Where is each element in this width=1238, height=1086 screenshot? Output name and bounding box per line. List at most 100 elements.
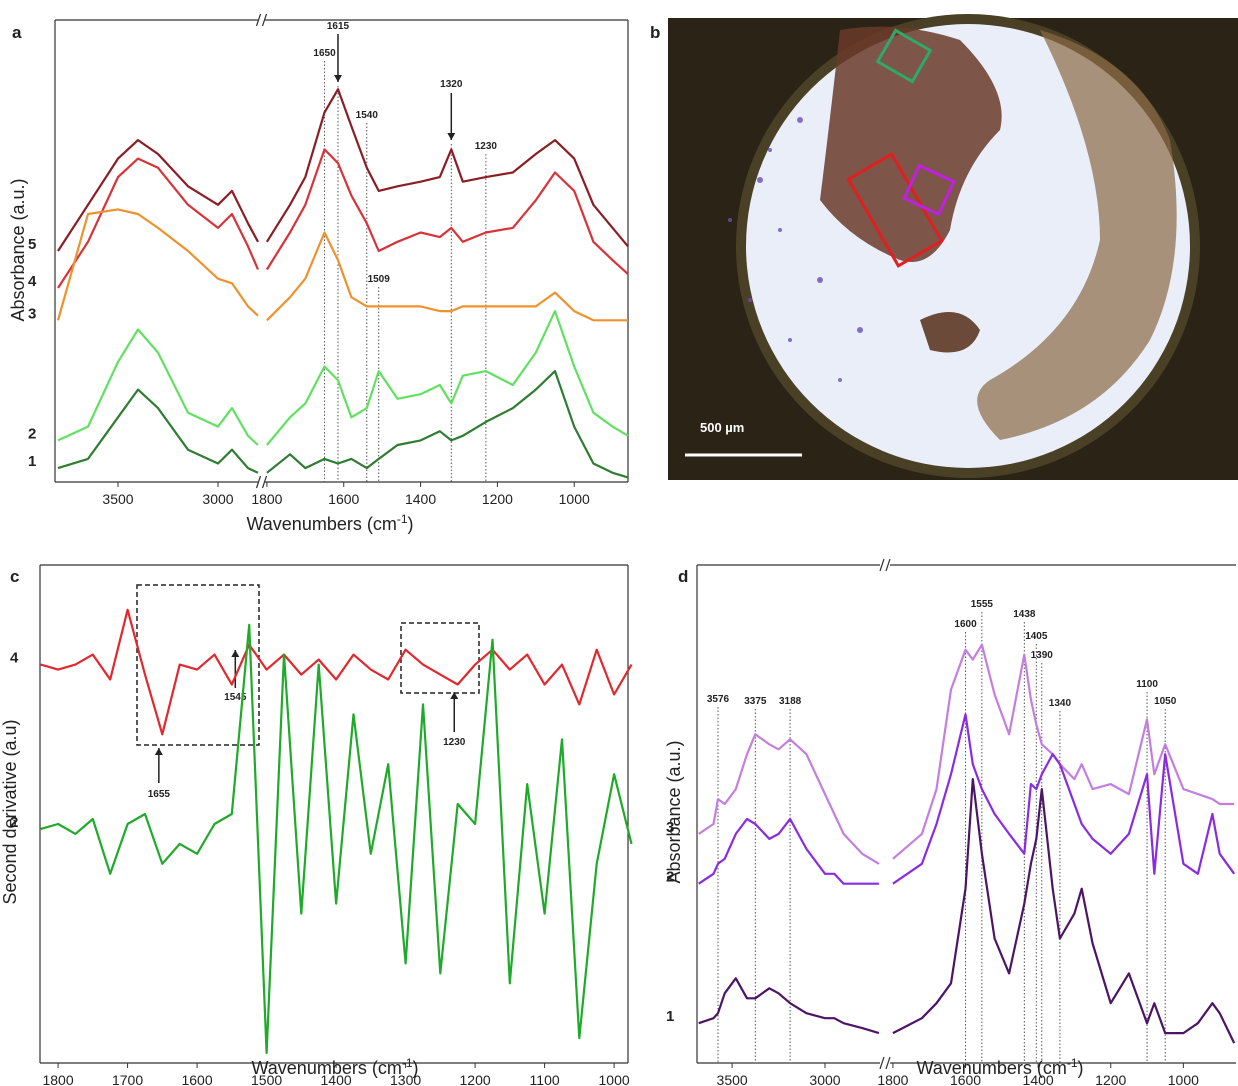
series-label: 2 [666,869,674,886]
annotation-label: 1438 [1013,609,1036,620]
x-tick-label: 1600 [328,491,359,507]
arrow-head [231,650,240,657]
x-tick-label: 3500 [102,491,133,507]
panel-label: c [10,567,19,586]
x-axis-label: Wavenumbers (cm-1) [246,512,413,534]
x-axis-label-sup: -1 [402,1056,413,1070]
x-axis-label: Wavenumbers (cm-1) [916,1056,1083,1078]
spectrum-line [892,643,1235,860]
x-axis-label-sup: -1 [397,512,408,526]
x-axis-label-close: ) [1078,1058,1084,1078]
x-tick-label: 1200 [482,491,513,507]
x-tick-label: 1000 [1168,1072,1199,1086]
y-axis-label: Second derivative (a.u) [0,719,20,904]
x-tick-label: 1500 [251,1072,282,1086]
annotation-label: 1340 [1049,698,1072,709]
x-tick-label: 1600 [181,1072,212,1086]
annotation-label: 3188 [779,696,802,707]
spectrum-line [698,817,879,885]
x-axis-label-text: Wavenumbers (cm [251,1058,401,1078]
spectrum-line [266,310,629,446]
axis-break [879,1056,885,1070]
y-axis-label: Absorbance (a.u.) [8,178,28,321]
sample-edge [977,30,1177,440]
y-axis-label: Absorbance (a.u.) [664,740,684,883]
spectrum-line [57,157,260,289]
spectrum-line [265,148,629,275]
region-box-green [875,28,933,84]
annotation-label: 1405 [1025,631,1048,642]
axis-break [885,558,891,572]
region-box-red [846,152,944,268]
spectrum-line [698,733,880,865]
x-axis-label-text: Wavenumbers (cm [916,1058,1066,1078]
x-tick-label: 1100 [530,1072,560,1086]
annotation-label: 1600 [954,619,977,630]
panel-label: b [650,23,660,42]
spectrum-line [57,328,259,446]
spectrum-line [56,208,259,321]
x-axis-label-sup: -1 [1067,1056,1078,1070]
series-label: 3 [666,819,674,836]
annotation-label: 1050 [1154,696,1177,707]
axis-break [261,475,268,489]
series-label: 3 [28,305,36,322]
x-axis-label-close: ) [408,514,414,534]
x-axis-label-text: Wavenumbers (cm [246,514,396,534]
annotation-label: 1545 [224,692,247,703]
spectrum-line [892,778,1236,1044]
axis-break [885,1056,891,1070]
annotation-label: 1100 [1136,679,1158,690]
spectrum-line [40,623,633,1055]
x-tick-label: 1800 [877,1072,908,1086]
x-tick-label: 1800 [42,1072,73,1086]
axis-break [255,475,262,489]
annotation-label: 1320 [440,79,463,90]
annotation-label: 1555 [971,599,994,610]
axis-break [261,13,268,27]
spectrum-line [40,608,633,736]
x-tick-label: 1400 [405,491,436,507]
spectrum-line [266,370,629,479]
spectrum-line [892,713,1236,885]
arrow-head [333,75,342,82]
series-label: 4 [28,273,37,290]
arrow-head [450,692,459,699]
x-tick-label: 1400 [321,1072,352,1086]
series-label: 2 [10,814,18,831]
x-tick-label: 1800 [251,491,282,507]
panel-label: a [12,23,22,42]
arrow-head [154,748,163,755]
highlight-box [136,584,260,746]
annotation-label: 3576 [707,694,730,705]
x-tick-label: 1000 [599,1072,630,1086]
series-label: 5 [28,236,36,253]
arrow-head [447,133,456,140]
spectrum-line [698,977,880,1035]
x-tick-label: 1000 [559,491,590,507]
sample-region [820,26,1002,262]
annotation-label: 1390 [1031,650,1054,661]
x-axis-label: Wavenumbers (cm-1) [251,1056,418,1078]
annotation-label: 1230 [475,141,498,152]
micrograph: 500 µm b [650,14,1238,480]
series-label: 4 [10,650,19,667]
region-box-magenta [902,163,956,217]
highlight-box [400,622,480,694]
annotation-label: 3375 [744,696,767,707]
series-label: 1 [28,453,36,470]
sample-fragment [920,312,980,353]
x-tick-label: 1300 [390,1072,421,1086]
x-tick-label: 1200 [460,1072,491,1086]
axis-break [879,558,885,572]
annotation-label: 1540 [356,110,379,121]
series-label: 1 [666,1008,674,1025]
spectrum-line [265,88,629,248]
annotation-label: 1615 [327,21,350,32]
spectrum-line [57,388,259,474]
spectrum-line [266,231,628,322]
x-tick-label: 3000 [202,491,233,507]
x-tick-label: 1200 [1095,1072,1126,1086]
x-tick-label: 1600 [950,1072,981,1086]
